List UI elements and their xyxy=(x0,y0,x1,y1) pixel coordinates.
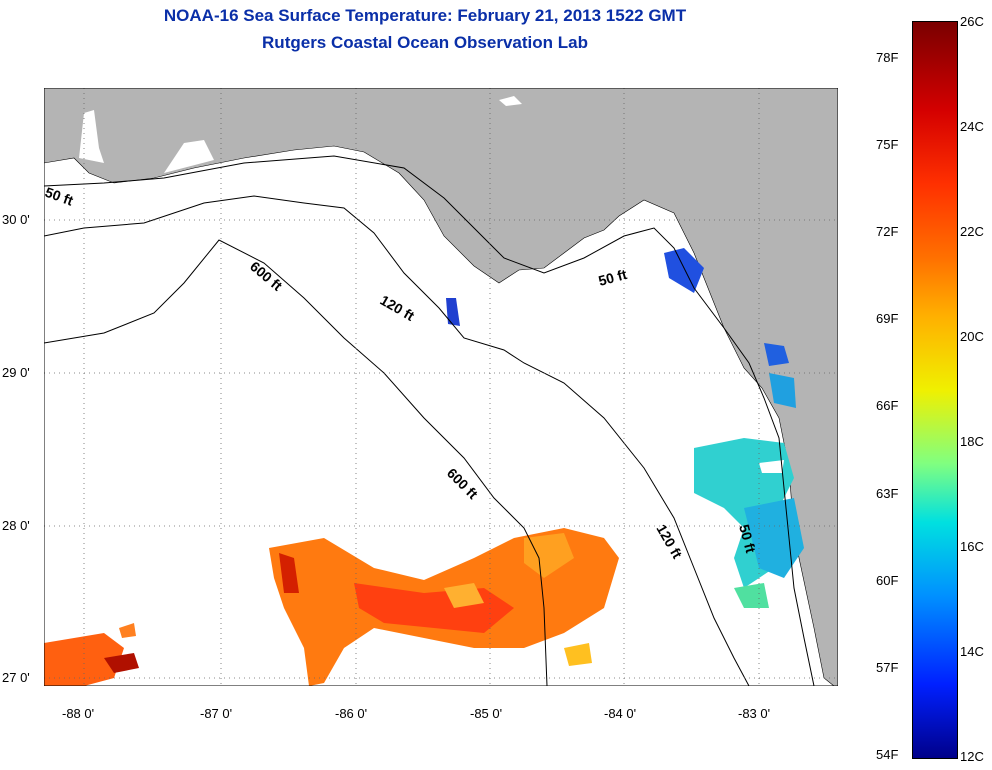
colorbar-c-label: 18C xyxy=(960,434,984,449)
colorbar-c-label: 22C xyxy=(960,224,984,239)
colorbar-c-label: 14C xyxy=(960,644,984,659)
colorbar-c-label: 12C xyxy=(960,749,984,764)
colorbar-f-label: 57F xyxy=(876,660,899,675)
isobath-600ft-line xyxy=(44,239,548,686)
temperature-colorbar xyxy=(912,21,958,759)
colorbar-f-label: 63F xyxy=(876,486,899,501)
latitude-label: 29 0' xyxy=(2,365,30,380)
longitude-label: -83 0' xyxy=(738,706,771,721)
colorbar-c-label: 24C xyxy=(960,119,984,134)
colorbar-f-label: 78F xyxy=(876,50,899,65)
colorbar-f-label: 72F xyxy=(876,224,899,239)
sst-map: 50 ft 600 ft 120 ft 50 ft 600 ft 120 ft … xyxy=(44,88,838,686)
longitude-label: -85 0' xyxy=(470,706,503,721)
contour-label: 50 ft xyxy=(597,266,629,289)
longitude-label: -87 0' xyxy=(200,706,233,721)
colorbar-f-label: 69F xyxy=(876,311,899,326)
longitude-label: -86 0' xyxy=(335,706,368,721)
isobath-120ft-line xyxy=(44,195,750,686)
colorbar-c-label: 20C xyxy=(960,329,984,344)
longitude-label: -88 0' xyxy=(62,706,95,721)
map-title: NOAA-16 Sea Surface Temperature: Februar… xyxy=(163,6,687,25)
colorbar-c-label: 16C xyxy=(960,539,984,554)
contour-label: 50 ft xyxy=(736,523,759,555)
warm-sst-patches xyxy=(44,528,619,686)
colorbar-c-label: 26C xyxy=(960,14,984,29)
colorbar-f-label: 66F xyxy=(876,398,899,413)
colorbar-f-label: 75F xyxy=(876,137,899,152)
colorbar-f-label: 60F xyxy=(876,573,899,588)
colorbar-f-label: 54F xyxy=(876,747,899,762)
longitude-label: -84 0' xyxy=(604,706,637,721)
latitude-label: 28 0' xyxy=(2,518,30,533)
latitude-label: 27 0' xyxy=(2,670,30,685)
isobath-50ft-line xyxy=(44,155,815,686)
latitude-label: 30 0' xyxy=(2,212,30,227)
map-subtitle: Rutgers Coastal Ocean Observation Lab xyxy=(262,33,588,52)
